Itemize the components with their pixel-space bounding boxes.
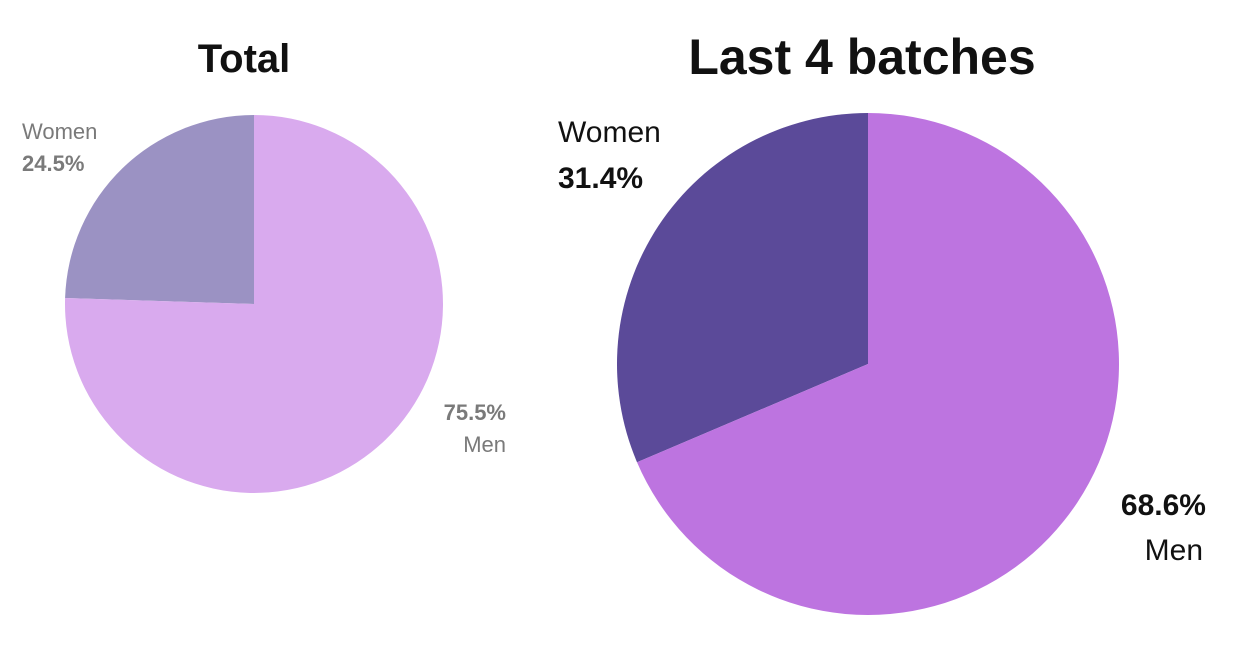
pie-slice-women-total: [65, 115, 254, 304]
slice-label-men-total: Men: [463, 432, 506, 457]
chart-title-last-4-batches: Last 4 batches: [688, 29, 1035, 85]
slice-value-men-last-4-batches: 68.6%: [1121, 489, 1206, 522]
pie-slice-men-total: [64, 115, 443, 493]
slice-value-men-total: 75.5%: [444, 400, 506, 425]
slice-label-women-last-4-batches: Women: [558, 116, 661, 149]
chart-title-total: Total: [198, 37, 291, 81]
slice-value-women-last-4-batches: 31.4%: [558, 162, 643, 195]
pie-slice-men-last-4-batches: [637, 113, 1120, 616]
chart-last-4-batches: Last 4 batches Women 31.4% 68.6% Men: [558, 29, 1206, 616]
slice-value-women-total: 24.5%: [22, 151, 84, 176]
chart-total: Total Women 24.5% 75.5% Men: [22, 37, 506, 493]
pie-slice-women-last-4-batches: [617, 113, 868, 463]
slice-label-women-total: Women: [22, 119, 97, 144]
slice-label-men-last-4-batches: Men: [1145, 534, 1203, 567]
